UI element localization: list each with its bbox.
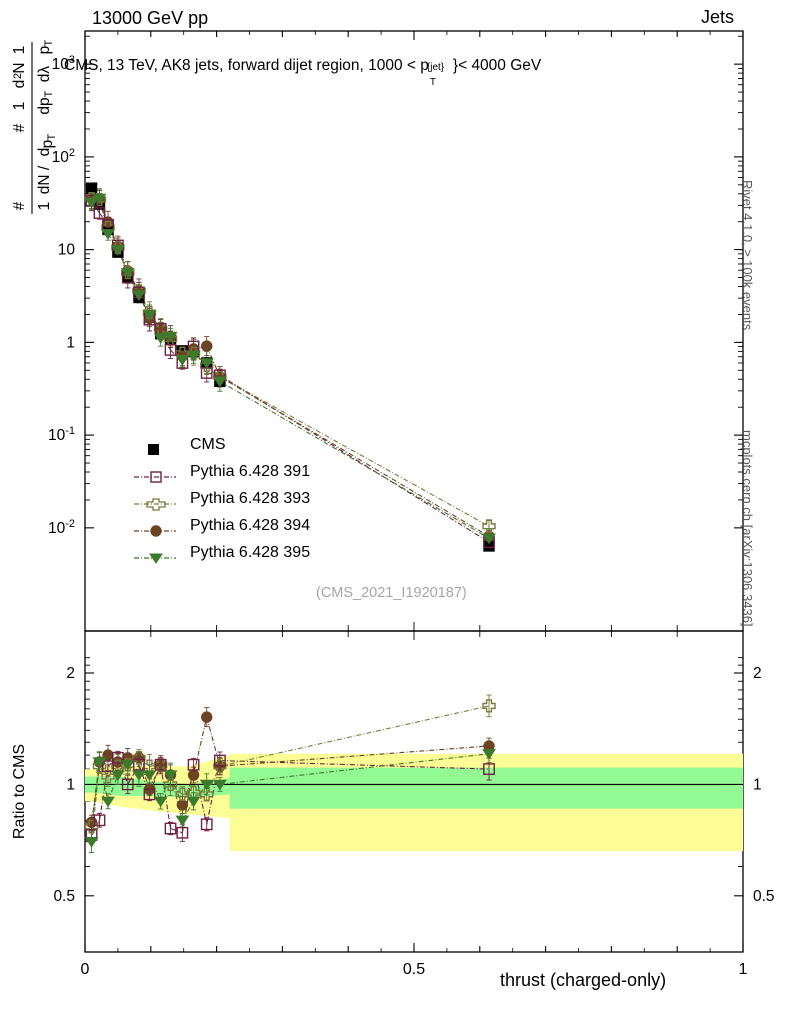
svg-text:1: 1	[66, 334, 75, 351]
svg-text:1: 1	[11, 46, 28, 55]
svg-text:1: 1	[11, 102, 28, 111]
svg-text:1: 1	[66, 776, 75, 793]
svg-text:dλ: dλ	[36, 66, 53, 83]
svg-text:1: 1	[753, 776, 762, 793]
svg-text:1: 1	[739, 961, 748, 978]
svg-text:0: 0	[81, 961, 90, 978]
svg-text:T: T	[46, 133, 58, 140]
svg-text:#: #	[11, 201, 28, 210]
svg-text:2: 2	[66, 665, 75, 682]
svg-text:1: 1	[36, 202, 53, 211]
svg-text:N: N	[11, 62, 28, 73]
svg-text:dp: dp	[36, 97, 53, 114]
svg-text:T: T	[43, 39, 55, 46]
svg-text:0.5: 0.5	[53, 888, 75, 905]
svg-text:T: T	[43, 90, 55, 97]
svg-text:d: d	[11, 80, 28, 89]
svg-text:dN /: dN /	[36, 165, 53, 194]
svg-text:10-1: 10-1	[48, 425, 75, 444]
svg-text:102: 102	[52, 147, 75, 166]
svg-text:0.5: 0.5	[403, 961, 425, 978]
svg-text:Ratio to CMS: Ratio to CMS	[11, 744, 28, 839]
svg-text:10: 10	[58, 242, 76, 259]
svg-text:0.5: 0.5	[753, 888, 775, 905]
svg-text:10-2: 10-2	[48, 518, 75, 537]
svg-text:2: 2	[753, 665, 762, 682]
svg-text:#: #	[11, 123, 28, 132]
